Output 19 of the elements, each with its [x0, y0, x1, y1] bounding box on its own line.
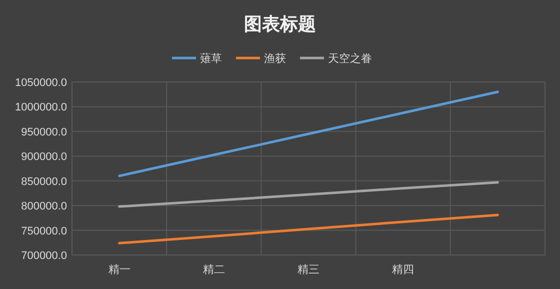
y-tick-label: 950000.0	[21, 126, 67, 138]
line-series	[118, 90, 499, 178]
y-tick-label: 850000.0	[21, 176, 67, 188]
y-tick-label: 700000.0	[21, 250, 67, 262]
y-tick-label: 1000000.0	[15, 102, 67, 114]
x-tick-label: 精四	[392, 264, 414, 276]
y-tick-label: 1050000.0	[15, 77, 67, 89]
line-series	[118, 214, 499, 244]
line-series	[118, 181, 499, 208]
x-tick-label: 精一	[108, 264, 130, 276]
y-tick-label: 750000.0	[21, 225, 67, 238]
y-tick-label: 900000.0	[21, 151, 67, 164]
x-tick-label: 精二	[202, 264, 225, 276]
legend-label: 薙草	[200, 52, 222, 65]
y-tick-label: 800000.0	[21, 200, 67, 213]
x-tick-label: 精三	[298, 264, 320, 276]
legend-label: 天空之眷	[328, 52, 372, 65]
legend-label: 渔获	[264, 52, 286, 65]
chart-title: 图表标题	[244, 14, 316, 34]
